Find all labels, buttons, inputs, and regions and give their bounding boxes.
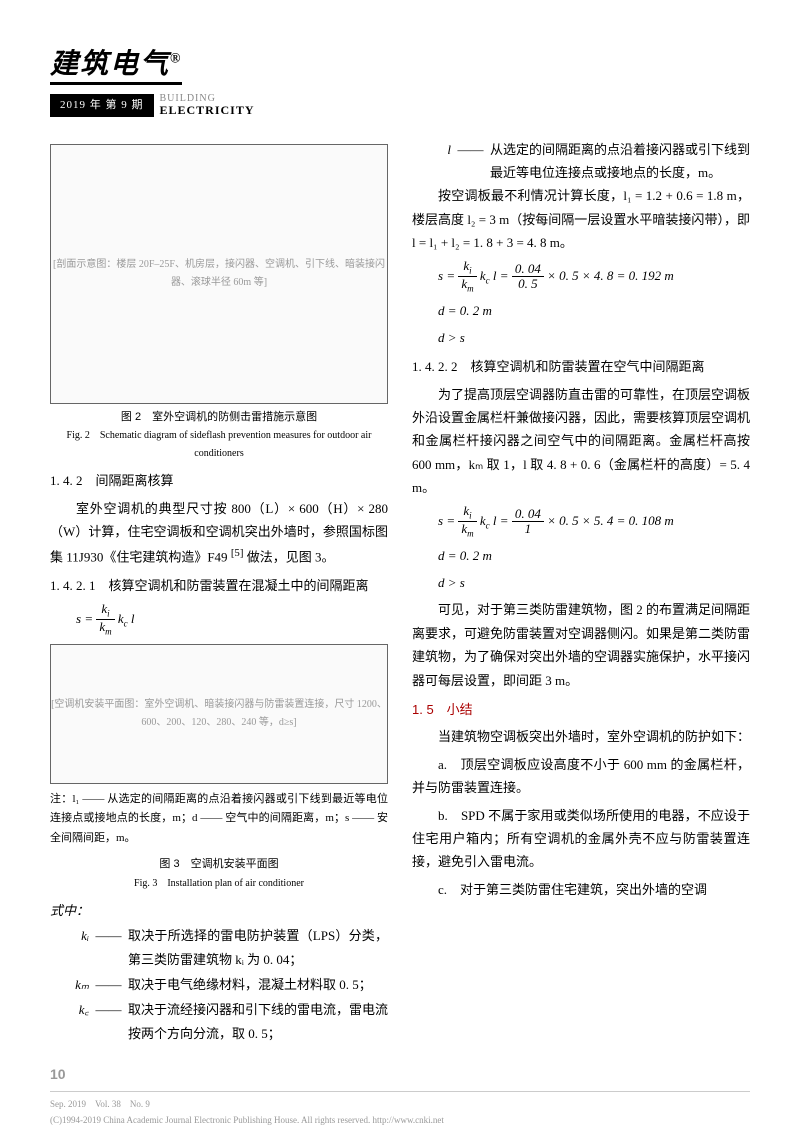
figure-2: [剖面示意图：楼层 20F–25F、机房层，接闪器、空调机、引下线、暗装接闪器、… bbox=[50, 144, 388, 464]
para-4: 可见，对于第三类防雷建筑物，图 2 的布置满足间隔距离要求，可避免防雷装置对空调… bbox=[412, 598, 750, 692]
journal-name-cn: 建筑电气 bbox=[50, 49, 170, 80]
footer-copyright: (C)1994-2019 China Academic Journal Elec… bbox=[50, 1112, 750, 1128]
calc-1-ds: d > s bbox=[438, 326, 750, 349]
reg-mark: ® bbox=[170, 52, 182, 67]
item-c: c. 对于第三类防雷住宅建筑，突出外墙的空调 bbox=[412, 878, 750, 901]
para-1: 室外空调机的典型尺寸按 800（L）× 600（H）× 280（W）计算，住宅空… bbox=[50, 497, 388, 569]
two-column-body: [剖面示意图：楼层 20F–25F、机房层，接闪器、空调机、引下线、暗装接闪器、… bbox=[50, 138, 750, 1048]
figure-3: [空调机安装平面图：室外空调机、暗装接闪器与防雷装置连接，尺寸 1200、600… bbox=[50, 644, 388, 784]
para-5: 当建筑物空调板突出外墙时，室外空调机的防护如下： bbox=[412, 725, 750, 748]
figure-2-caption-en: Fig. 2 Schematic diagram of sideflash pr… bbox=[50, 427, 388, 463]
where-head: 式中： bbox=[50, 899, 96, 922]
section-1421: 1. 4. 2. 1 核算空调机和防雷装置在混凝土中的间隔距离 bbox=[50, 574, 388, 597]
footer-meta: Sep. 2019 Vol. 38 No. 9 bbox=[50, 1096, 750, 1112]
figure-3-caption-cn: 图 3 空调机安装平面图 bbox=[50, 855, 388, 875]
figure-3-caption-en: Fig. 3 Installation plan of air conditio… bbox=[50, 875, 388, 893]
page-header: 建筑电气® 2019 年 第 9 期 BUILDINGELECTRICITY bbox=[50, 40, 750, 118]
calc-1: s = kikm kc l = 0. 040. 5 × 0. 5 × 4. 8 … bbox=[438, 259, 750, 295]
calc-1-d: d = 0. 2 m bbox=[438, 299, 750, 322]
figure-3-note: 注：l₁ —— 从选定的间隔距离的点沿着接闪器或引下线到最近等电位连接点或接地点… bbox=[50, 790, 388, 849]
ref-5: [5] bbox=[231, 547, 244, 559]
figure-3-image: [空调机安装平面图：室外空调机、暗装接闪器与防雷装置连接，尺寸 1200、600… bbox=[50, 644, 388, 784]
calc-2-d: d = 0. 2 m bbox=[438, 544, 750, 567]
page-number: 10 bbox=[50, 1066, 66, 1082]
para-3: 为了提高顶层空调器防直击雷的可靠性，在顶层空调板外沿设置金属栏杆兼做接闪器，因此… bbox=[412, 383, 750, 500]
para-2: 按空调板最不利情况计算长度，l₁ = 1.2 + 0.6 = 1.8 m，楼层高… bbox=[412, 184, 750, 254]
page-footer: 10 Sep. 2019 Vol. 38 No. 9 (C)1994-2019 … bbox=[50, 1062, 750, 1129]
issue-bar: 2019 年 第 9 期 BUILDINGELECTRICITY bbox=[50, 93, 750, 117]
item-a: a. 顶层空调板应设高度不小于 600 mm 的金属栏杆，并与防雷装置连接。 bbox=[412, 753, 750, 800]
section-15: 1. 5 小结 bbox=[412, 698, 750, 721]
figure-3-caption: 图 3 空调机安装平面图 Fig. 3 Installation plan of… bbox=[50, 855, 388, 893]
journal-name-en: BUILDINGELECTRICITY bbox=[160, 93, 255, 117]
calc-2-ds: d > s bbox=[438, 571, 750, 594]
issue-box: 2019 年 第 9 期 bbox=[50, 94, 154, 118]
formula-s-def: s = kikm kc l bbox=[76, 602, 388, 638]
journal-title: 建筑电气® bbox=[50, 49, 182, 85]
figure-2-caption-cn: 图 2 室外空调机的防侧击雷措施示意图 bbox=[50, 408, 388, 428]
item-b: b. SPD 不属于家用或类似场所使用的电器，不应设于住宅用户箱内；所有空调机的… bbox=[412, 804, 750, 874]
section-142: 1. 4. 2 间隔距离核算 bbox=[50, 469, 388, 492]
section-1422: 1. 4. 2. 2 核算空调机和防雷装置在空气中间隔距离 bbox=[412, 355, 750, 378]
figure-2-image: [剖面示意图：楼层 20F–25F、机房层，接闪器、空调机、引下线、暗装接闪器、… bbox=[50, 144, 388, 404]
calc-2: s = kikm kc l = 0. 041 × 0. 5 × 5. 4 = 0… bbox=[438, 504, 750, 540]
